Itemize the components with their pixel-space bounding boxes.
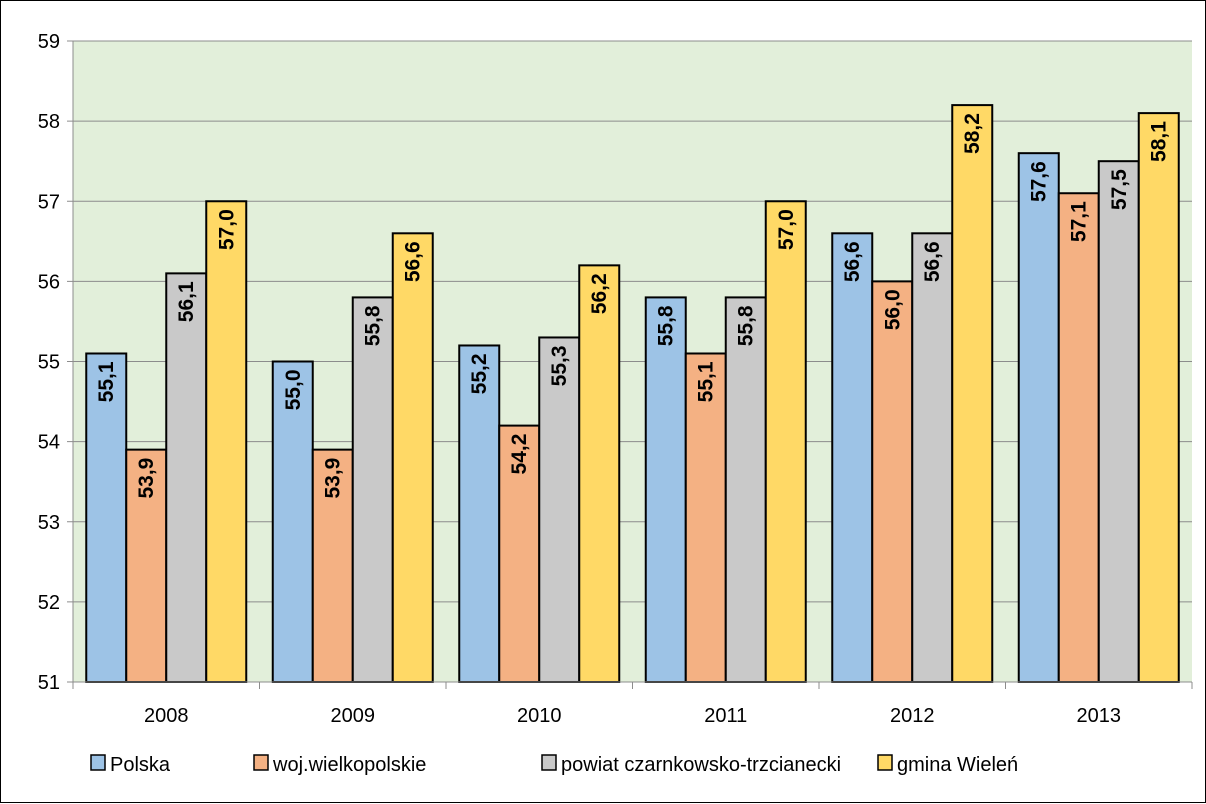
x-tick-label: 2009 [331, 705, 376, 727]
y-tick-label: 59 [38, 31, 60, 53]
data-label: 57,1 [1068, 201, 1091, 242]
legend-swatch [541, 754, 557, 771]
data-label: 57,0 [775, 209, 798, 250]
y-tick-label: 55 [38, 352, 60, 374]
y-tick-label: 57 [38, 191, 60, 213]
bar [1057, 192, 1100, 684]
bar [391, 232, 434, 684]
bar [831, 232, 874, 684]
legend-swatch [90, 754, 106, 771]
data-label: 56,1 [175, 281, 198, 322]
data-label: 55,2 [468, 353, 491, 394]
data-label: 55,1 [695, 361, 718, 402]
y-tick-label: 54 [38, 432, 60, 454]
legend: Polska woj.wielkopolskie powiat czarnkowsk… [90, 754, 1018, 776]
bar [165, 272, 208, 683]
bars [85, 104, 1180, 684]
bar [311, 448, 354, 684]
legend-entry-label: woj.wielkopolskie [272, 754, 426, 776]
legend-entry-label: gmina Wieleń [897, 754, 1018, 776]
data-label: 56,6 [402, 241, 425, 282]
bar [498, 424, 541, 683]
bar [684, 352, 727, 683]
x-tick-label: 2013 [1077, 705, 1122, 727]
data-label: 53,9 [135, 458, 158, 499]
data-label: 55,8 [362, 305, 385, 346]
legend-entry-label: powiat czarnkowsko-trzcianecki [561, 754, 841, 776]
data-label: 58,2 [961, 113, 984, 154]
data-label: 57,5 [1108, 169, 1131, 210]
y-tick-label: 56 [38, 271, 60, 293]
x-tick-label: 2011 [704, 705, 747, 727]
data-label: 54,2 [508, 434, 531, 475]
y-axis-tick-labels: 51 52 53 54 55 56 57 58 59 [38, 31, 60, 694]
data-label: 55,8 [735, 305, 758, 346]
bar [205, 200, 248, 683]
legend-swatch [253, 754, 269, 771]
bar [1137, 112, 1180, 684]
data-labels: 55,1 53,9 56,1 57,0 55,0 53,9 55,8 56,6 55,2 54,2… [95, 113, 1171, 498]
bar [871, 280, 914, 683]
gridlines [67, 40, 1192, 683]
x-tick-label: 2012 [890, 705, 935, 727]
bar [1097, 160, 1140, 683]
x-axis: 2008 2009 2010 2011 2012 2013 [72, 681, 1193, 727]
y-tick-label: 52 [38, 592, 60, 614]
data-label: 55,8 [655, 305, 678, 346]
bar [911, 232, 954, 684]
data-label: 57,0 [215, 209, 238, 250]
data-label: 53,9 [322, 458, 345, 499]
y-tick-label: 58 [38, 111, 60, 133]
y-tick-label: 51 [38, 672, 60, 694]
bar [951, 104, 994, 684]
y-tick-label: 53 [38, 512, 60, 534]
x-tick-label: 2008 [144, 705, 189, 727]
data-label: 56,6 [921, 241, 944, 282]
data-label: 57,6 [1028, 161, 1051, 202]
data-label: 58,1 [1148, 121, 1171, 162]
legend-entry-label: Polska [110, 754, 171, 776]
data-label: 55,0 [282, 370, 305, 411]
data-label: 56,2 [588, 273, 611, 314]
data-label: 56,0 [881, 289, 904, 330]
data-label: 55,3 [548, 345, 571, 386]
bar [458, 344, 501, 683]
bar [1017, 152, 1060, 684]
bar [538, 336, 581, 683]
legend-swatch [877, 754, 893, 771]
bar [724, 296, 767, 683]
bar [351, 296, 394, 683]
x-tick-label: 2010 [517, 705, 562, 727]
bar [578, 264, 621, 683]
bar [764, 200, 807, 683]
bar [644, 296, 687, 683]
data-label: 55,1 [95, 361, 118, 402]
data-label: 56,6 [841, 241, 864, 282]
